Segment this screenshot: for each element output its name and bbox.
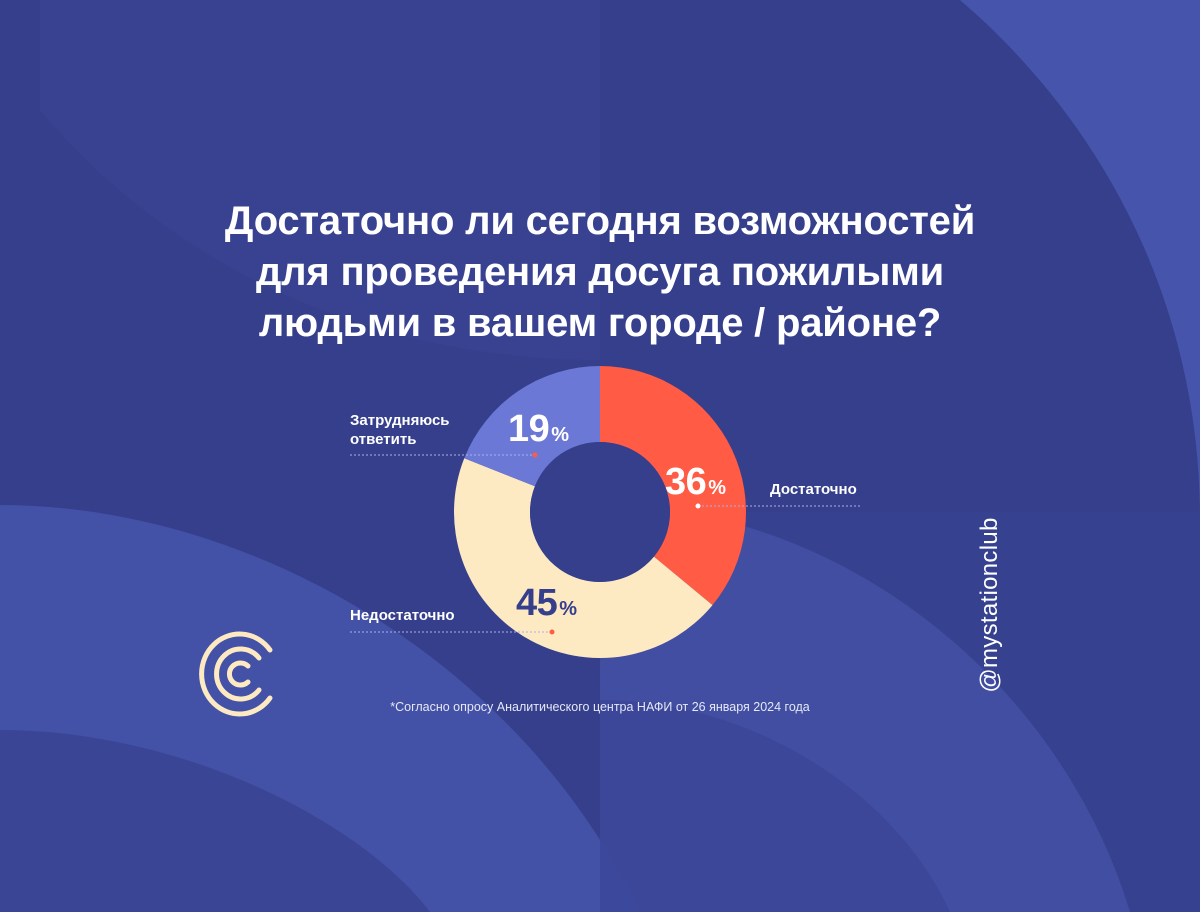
leader-insufficient-dot: [549, 629, 555, 635]
slice-sufficient: [600, 366, 746, 606]
percent-sign-insufficient: %: [559, 598, 577, 620]
title-line-3: людьми в вашем городе / районе?: [258, 301, 942, 345]
percent-sign-sufficient: %: [708, 477, 726, 499]
social-handle: @mystationclub: [962, 490, 1018, 720]
legend-label-insufficient: Недостаточно: [350, 607, 455, 624]
data-label-hard: 19%: [508, 410, 569, 454]
slice-hard: [464, 366, 600, 487]
chart-title: Достаточно ли сегодня возможностей для п…: [100, 196, 1100, 349]
title-line-1: Достаточно ли сегодня возможностей: [224, 199, 976, 243]
legend-label-sufficient: Достаточно: [770, 481, 857, 498]
label-hard-line-1: Затрудняюсь: [350, 412, 450, 429]
data-label-insufficient: 45%: [516, 584, 577, 628]
station-logo-icon: [199, 631, 273, 717]
value-hard: 19: [508, 408, 550, 450]
data-label-sufficient: 36%: [665, 463, 726, 507]
donut-hole: [530, 442, 670, 582]
label-hard-line-2: ответить: [350, 431, 417, 448]
slice-insufficient: [454, 458, 713, 658]
percent-sign-hard: %: [551, 424, 569, 446]
leader-sufficient-dot: [695, 503, 701, 509]
legend-label-hard: Затрудняюсь ответить: [350, 411, 450, 449]
social-handle-text: @mystationclub: [976, 517, 1003, 693]
value-sufficient: 36: [665, 461, 707, 503]
source-footnote: *Согласно опросу Аналитического центра Н…: [390, 700, 810, 714]
title-line-2: для проведения досуга пожилыми: [255, 250, 944, 294]
value-insufficient: 45: [516, 582, 558, 624]
leader-hard-dot: [532, 452, 538, 458]
